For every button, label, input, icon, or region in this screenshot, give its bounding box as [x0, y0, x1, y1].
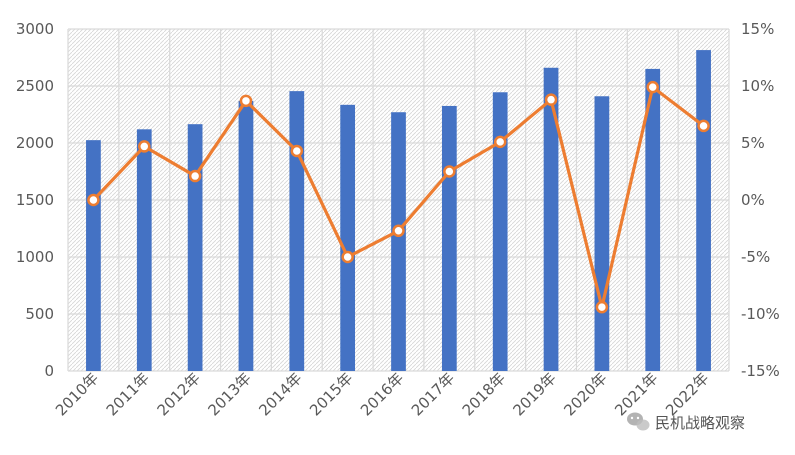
x-axis: 2010年 2011年 2012年 2013年 2014年 2015年 2016年 2017年…: [52, 369, 712, 419]
x-tick-label: 2019年: [510, 369, 560, 419]
line-point-2010年: [87, 193, 100, 207]
line-point-2020年: [595, 300, 609, 314]
x-tick-label: 2017年: [408, 369, 458, 419]
y-left-tick-label: 1000: [16, 248, 54, 266]
y-left-tick-label: 500: [25, 305, 54, 323]
line-point-2012年: [188, 169, 202, 183]
x-tick-label: 2020年: [560, 369, 610, 419]
x-tick-label: 2011年: [103, 369, 153, 419]
y-right-tick-label: 10%: [741, 77, 774, 95]
bar-2013年: [238, 100, 254, 371]
bar-2019年: [543, 67, 559, 371]
y-left-tick-label: 0: [44, 362, 54, 380]
y-axis-left: 0 500 1000 1500 2000 2500 3000: [16, 20, 54, 380]
x-tick-label: 2015年: [306, 369, 356, 419]
wechat-icon: [627, 412, 650, 431]
line-point-2015年: [341, 250, 354, 264]
y-left-tick-label: 1500: [16, 191, 54, 209]
x-tick-label: 2021年: [611, 369, 661, 419]
y-left-tick-label: 2500: [16, 77, 54, 95]
line-point-2013年: [239, 94, 253, 108]
bar-2022年: [696, 50, 711, 372]
x-tick-label: 2013年: [204, 369, 254, 419]
line-series: [87, 80, 710, 314]
y-right-tick-label: -10%: [741, 305, 780, 323]
bar-2010年: [86, 140, 101, 371]
line-point-2021年: [646, 80, 659, 94]
x-tick-label: 2014年: [255, 369, 305, 419]
line-point-2016年: [392, 224, 405, 238]
watermark-text: 民机战略观察: [655, 414, 745, 432]
bar-2012年: [187, 124, 203, 371]
bar-2016年: [391, 112, 406, 371]
y-left-tick-label: 3000: [16, 20, 54, 38]
y-right-tick-label: 5%: [741, 134, 765, 152]
x-tick-label: 2016年: [357, 369, 407, 419]
y-right-tick-label: -15%: [741, 362, 780, 380]
line-point-2019年: [544, 93, 558, 106]
bar-2017年: [441, 105, 457, 371]
y-right-tick-label: -5%: [741, 248, 770, 266]
line-point-2011年: [138, 140, 151, 153]
x-tick-label: 2010年: [52, 369, 102, 419]
bar-2014年: [289, 91, 305, 371]
y-axis-right: -15% -10% -5% 0% 5% 10% 15%: [741, 20, 780, 380]
line-point-2014年: [290, 144, 304, 158]
watermark: 民机战略观察: [627, 412, 745, 432]
bar-2020年: [594, 96, 610, 371]
bar-2015年: [340, 104, 356, 371]
y-right-tick-label: 0%: [741, 191, 765, 209]
line-point-2022年: [697, 119, 710, 133]
x-tick-label: 2022年: [662, 369, 712, 419]
y-right-tick-label: 15%: [741, 20, 774, 38]
bar-2018年: [492, 92, 508, 372]
y-left-tick-label: 2000: [16, 134, 54, 152]
x-tick-label: 2018年: [459, 369, 509, 419]
x-tick-label: 2012年: [154, 369, 204, 419]
bar-2021年: [645, 68, 661, 372]
line-point-2018年: [493, 135, 507, 149]
line-point-2017年: [443, 165, 456, 178]
bar-2011年: [136, 129, 152, 371]
